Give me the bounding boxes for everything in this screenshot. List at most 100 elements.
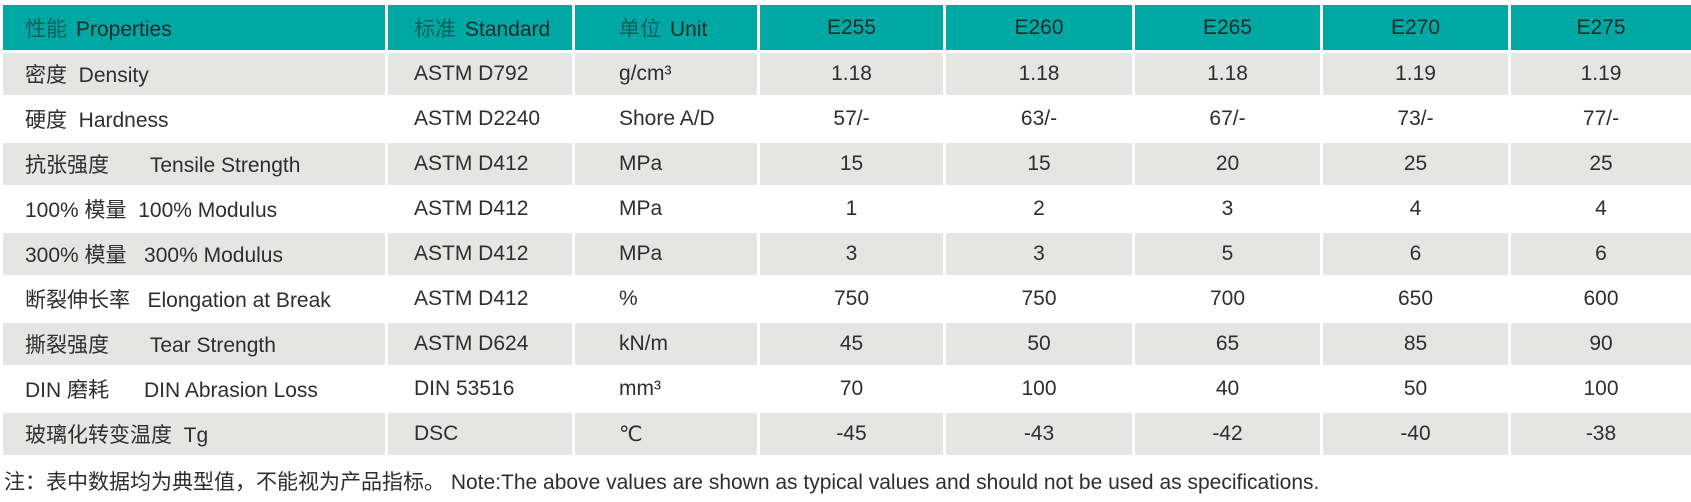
table-row: 断裂伸长率 Elongation at Break ASTM D412% 750 75… — [3, 278, 1691, 320]
standard-cell: DIN 53516 — [388, 368, 572, 410]
value-cell: 70 — [760, 368, 943, 410]
standard-cell: ASTM D412 — [388, 143, 572, 185]
value-cell: -43 — [946, 413, 1132, 455]
properties-table: 性能 Properties 标准 Standard 单位 Unit E255 E260 E265… — [0, 2, 1691, 458]
table-row: 抗张强度 Tensile Strength ASTM D412 MPa 15 15 20 2… — [3, 143, 1691, 185]
property-name-cell: 300% 模量 300% Modulus — [3, 233, 385, 275]
value-cell: 50 — [1323, 368, 1508, 410]
unit-cell: MPa — [575, 188, 757, 230]
value-cell: 3 — [760, 233, 943, 275]
value-cell: 1 — [760, 188, 943, 230]
table-header: 性能 Properties 标准 Standard 单位 Unit E255 E260 E265… — [3, 5, 1691, 50]
table-row: 300% 模量 300% Modulus ASTM D412 MPa 3 3 5 6 6 — [3, 233, 1691, 275]
footnote: 注：表中数据均为典型值，不能视为产品指标。 Note:The above val… — [4, 471, 1320, 494]
column-header-unit: 单位 Unit — [575, 5, 757, 50]
unit-cell: g/cm³ — [575, 53, 757, 95]
value-cell: 4 — [1323, 188, 1508, 230]
standard-cell: ASTM D792 — [388, 53, 572, 95]
value-cell: 1.19 — [1323, 53, 1508, 95]
value-cell: 2 — [946, 188, 1132, 230]
value-cell: 20 — [1135, 143, 1320, 185]
value-cell: 6 — [1323, 233, 1508, 275]
value-cell: 100 — [1511, 368, 1691, 410]
column-header-zh-label: 性能 — [25, 17, 67, 41]
value-cell: 90 — [1511, 323, 1691, 365]
header-row: 性能 Properties 标准 Standard 单位 Unit E255 E260 E265… — [3, 5, 1691, 50]
value-cell: -38 — [1511, 413, 1691, 455]
property-name-cell: 100% 模量 100% Modulus — [3, 188, 385, 230]
value-cell: 85 — [1323, 323, 1508, 365]
property-name-cell: 撕裂强度 Tear Strength — [3, 323, 385, 365]
column-header-en-label: Standard — [465, 17, 551, 41]
value-cell: 67/- — [1135, 98, 1320, 140]
value-cell: 1.19 — [1511, 53, 1691, 95]
column-header-zh-label: 标准 — [414, 17, 456, 41]
standard-cell: ASTM D412 — [388, 278, 572, 320]
value-cell: 1.18 — [760, 53, 943, 95]
column-header-e255: E255 — [760, 5, 943, 50]
value-cell: 3 — [946, 233, 1132, 275]
value-cell: 40 — [1135, 368, 1320, 410]
value-cell: 1.18 — [946, 53, 1132, 95]
unit-cell: % — [575, 278, 757, 320]
value-cell: 50 — [946, 323, 1132, 365]
column-header-e260: E260 — [946, 5, 1132, 50]
column-header-properties: 性能 Properties — [3, 5, 385, 50]
value-cell: 700 — [1135, 278, 1320, 320]
value-cell: -40 — [1323, 413, 1508, 455]
value-cell: 750 — [946, 278, 1132, 320]
value-cell: -45 — [760, 413, 943, 455]
table-body: 密度 Density ASTM D792 g/cm³ 1.18 1.18 1.18 1.19… — [3, 53, 1691, 455]
table-row: 100% 模量 100% Modulus ASTM D412 MPa 1 2 3 4 4 — [3, 188, 1691, 230]
unit-cell: mm³ — [575, 368, 757, 410]
value-cell: 100 — [946, 368, 1132, 410]
column-header-standard: 标准 Standard — [388, 5, 572, 50]
property-name-cell: 密度 Density — [3, 53, 385, 95]
standard-cell: ASTM D412 — [388, 188, 572, 230]
value-cell: 4 — [1511, 188, 1691, 230]
value-cell: 25 — [1323, 143, 1508, 185]
value-cell: 73/- — [1323, 98, 1508, 140]
value-cell: 45 — [760, 323, 943, 365]
column-header-en-label: Properties — [76, 17, 172, 41]
column-header-en-label: E275 — [1576, 15, 1626, 39]
value-cell: 750 — [760, 278, 943, 320]
value-cell: 6 — [1511, 233, 1691, 275]
standard-cell: ASTM D624 — [388, 323, 572, 365]
table-row: 硬度 Hardness ASTM D2240 Shore A/D 57/- 63/- 67… — [3, 98, 1691, 140]
table-row: 密度 Density ASTM D792 g/cm³ 1.18 1.18 1.18 1.19… — [3, 53, 1691, 95]
column-header-en-label: E270 — [1390, 15, 1441, 39]
value-cell: 3 — [1135, 188, 1320, 230]
column-header-en-label: Unit — [670, 17, 708, 41]
standard-cell: ASTM D412 — [388, 233, 572, 275]
value-cell: 77/- — [1511, 98, 1691, 140]
value-cell: -42 — [1135, 413, 1320, 455]
property-name-cell: 玻璃化转变温度 Tg — [3, 413, 385, 455]
column-header-e265: E265 — [1135, 5, 1320, 50]
column-header-e275: E275 — [1511, 5, 1691, 50]
value-cell: 25 — [1511, 143, 1691, 185]
column-header-en-label: E260 — [1014, 15, 1064, 39]
column-header-en-label: E265 — [1202, 15, 1253, 39]
table-row: DIN 磨耗 DIN Abrasion Loss DIN 53516 mm³ 70 10… — [3, 368, 1691, 410]
standard-cell: DSC — [388, 413, 572, 455]
property-name-cell: DIN 磨耗 DIN Abrasion Loss — [3, 368, 385, 410]
table-row: 撕裂强度 Tear Strength ASTM D624 kN/m 45 50 65 85 9… — [3, 323, 1691, 365]
property-name-cell: 抗张强度 Tensile Strength — [3, 143, 385, 185]
unit-cell: ℃ — [575, 413, 757, 455]
unit-cell: Shore A/D — [575, 98, 757, 140]
value-cell: 1.18 — [1135, 53, 1320, 95]
unit-cell: MPa — [575, 233, 757, 275]
value-cell: 650 — [1323, 278, 1508, 320]
column-header-zh-label: 单位 — [619, 17, 661, 41]
property-name-cell: 断裂伸长率 Elongation at Break — [3, 278, 385, 320]
value-cell: 57/- — [760, 98, 943, 140]
column-header-e270: E270 — [1323, 5, 1508, 50]
value-cell: 600 — [1511, 278, 1691, 320]
unit-cell: kN/m — [575, 323, 757, 365]
value-cell: 15 — [946, 143, 1132, 185]
value-cell: 15 — [760, 143, 943, 185]
standard-cell: ASTM D2240 — [388, 98, 572, 140]
column-header-en-label: E255 — [826, 15, 877, 39]
